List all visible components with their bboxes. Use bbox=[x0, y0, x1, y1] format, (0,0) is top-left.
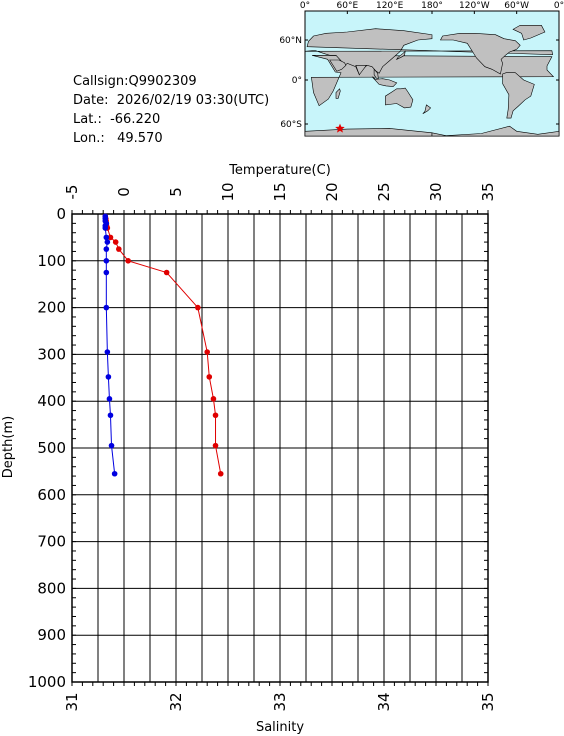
temperature-profile-line bbox=[104, 216, 222, 474]
map-longitude-label: 0° bbox=[300, 1, 310, 11]
station-star-icon bbox=[335, 123, 345, 133]
minor-ticks bbox=[71, 210, 489, 686]
map-latitude-label: 60°S bbox=[280, 120, 302, 130]
depth-tick-label: 1000 bbox=[28, 673, 66, 691]
map-longitude-label: 120°W bbox=[459, 1, 490, 11]
map-land-indochina bbox=[373, 68, 379, 80]
temperature-tick-label: 10 bbox=[219, 182, 237, 201]
map-land-japan bbox=[395, 50, 406, 61]
map-longitude-label: 180° bbox=[421, 1, 443, 11]
salinity-tick-label: 35 bbox=[479, 692, 497, 711]
map-land-madagascar bbox=[335, 88, 341, 99]
map-latitude-label: 60°N bbox=[279, 36, 302, 46]
temperature-data-point bbox=[206, 374, 213, 380]
salinity-data-point bbox=[108, 442, 115, 449]
map-land-indonesia bbox=[371, 76, 398, 87]
salinity-data-point bbox=[103, 269, 110, 276]
callsign-text: Callsign:Q9902309 bbox=[73, 74, 197, 89]
map-land-new-zealand bbox=[422, 104, 432, 114]
depth-tick-label: 900 bbox=[37, 626, 66, 644]
location-map: 0° 60°E 120°E 180° 120°W 60°W 0° 60°N 0° 60°S bbox=[279, 1, 564, 137]
salinity-profile-line bbox=[104, 216, 116, 474]
salinity-tick-label: 34 bbox=[375, 692, 393, 711]
salinity-data-point bbox=[103, 304, 110, 311]
depth-tick-label: 100 bbox=[37, 252, 66, 270]
map-longitude-labels: 0° 60°E 120°E 180° 120°W 60°W 0° bbox=[300, 1, 564, 11]
salinity-tick-label: 33 bbox=[271, 692, 289, 711]
salinity-axis-title: Salinity bbox=[256, 720, 304, 735]
depth-tick-label: 500 bbox=[37, 439, 66, 457]
temperature-data-point bbox=[116, 246, 122, 252]
salinity-data-point bbox=[111, 470, 118, 477]
depth-tick-label: 300 bbox=[37, 345, 66, 363]
temperature-tick-label: 0 bbox=[115, 187, 133, 197]
map-longitude-label: 60°W bbox=[504, 1, 529, 11]
depth-tick-label: 600 bbox=[37, 486, 66, 504]
data-series bbox=[102, 213, 224, 477]
temperature-tick-label: 35 bbox=[479, 182, 497, 201]
temperature-tick-label: 20 bbox=[323, 182, 341, 201]
temperature-data-point bbox=[210, 396, 217, 402]
plot-area: -5 0 5 10 15 20 25 30 35 31 32 33 34 35 0 100 200 300 40… bbox=[1, 163, 497, 735]
depth-tick-labels: 0 100 200 300 400 500 600 700 800 900 1000 bbox=[28, 205, 66, 691]
temperature-tick-label: 5 bbox=[167, 187, 185, 197]
map-land-greenland bbox=[512, 24, 546, 41]
depth-tick-label: 700 bbox=[37, 533, 66, 551]
grid-lines bbox=[71, 213, 489, 683]
station-info: Callsign:Q9902309 Date: 2026/02/19 03:30… bbox=[73, 72, 269, 148]
salinity-data-point bbox=[104, 349, 111, 355]
map-land-arabia bbox=[329, 59, 347, 72]
temperature-data-point bbox=[204, 349, 210, 355]
temperature-tick-label: 15 bbox=[271, 182, 289, 201]
salinity-data-point bbox=[103, 258, 110, 264]
salinity-data-point bbox=[102, 225, 109, 231]
depth-axis-title: Depth(m) bbox=[1, 416, 16, 478]
salinity-data-point bbox=[106, 396, 113, 402]
temperature-tick-label: -5 bbox=[63, 185, 81, 200]
temperature-data-point bbox=[212, 412, 219, 419]
map-longitude-label: 120°E bbox=[376, 1, 404, 11]
temperature-data-point bbox=[217, 470, 224, 477]
depth-tick-label: 200 bbox=[37, 299, 66, 317]
temperature-data-point bbox=[125, 258, 131, 264]
salinity-tick-label: 31 bbox=[63, 692, 81, 711]
salinity-tick-label: 32 bbox=[167, 692, 185, 711]
depth-tick-label: 800 bbox=[37, 579, 66, 597]
map-land-europe-asia bbox=[304, 28, 553, 76]
map-latitude-labels: 60°N 0° 60°S bbox=[279, 36, 302, 130]
temperature-data-point bbox=[195, 304, 201, 311]
map-longitude-label: 0° bbox=[554, 1, 564, 11]
salinity-data-point bbox=[104, 239, 111, 245]
salinity-data-point bbox=[107, 412, 114, 419]
station-marker bbox=[335, 123, 345, 133]
salinity-tick-labels: 31 32 33 34 35 bbox=[63, 692, 497, 711]
map-graticule bbox=[304, 11, 560, 125]
longitude-text: Lon.: 49.570 bbox=[73, 131, 163, 146]
temperature-data-point bbox=[112, 239, 119, 245]
map-longitude-label: 60°E bbox=[337, 1, 359, 11]
temperature-data-point bbox=[212, 442, 219, 449]
temperature-data-point bbox=[107, 234, 114, 241]
salinity-data-point bbox=[103, 246, 110, 252]
map-latitude-label: 0° bbox=[292, 76, 302, 86]
temperature-tick-label: 30 bbox=[427, 182, 445, 201]
temperature-tick-labels: -5 0 5 10 15 20 25 30 35 bbox=[63, 182, 497, 201]
salinity-data-point bbox=[105, 374, 112, 380]
map-land-south-america bbox=[502, 72, 535, 119]
map-land-india-ext bbox=[355, 65, 367, 76]
map-land-north-america bbox=[440, 32, 521, 75]
depth-tick-label: 0 bbox=[56, 205, 66, 223]
temperature-tick-label: 25 bbox=[375, 182, 393, 201]
depth-tick-label: 400 bbox=[37, 392, 66, 410]
date-text: Date: 2026/02/19 03:30(UTC) bbox=[73, 93, 270, 108]
temperature-data-point bbox=[163, 269, 170, 276]
salinity-data-point bbox=[103, 234, 110, 241]
map-land-australia bbox=[385, 87, 414, 109]
map-land-antarctica-west bbox=[431, 125, 560, 137]
map-land bbox=[304, 24, 560, 137]
latitude-text: Lat.: -66.220 bbox=[73, 112, 161, 127]
temperature-axis-title: Temperature(C) bbox=[228, 163, 331, 178]
